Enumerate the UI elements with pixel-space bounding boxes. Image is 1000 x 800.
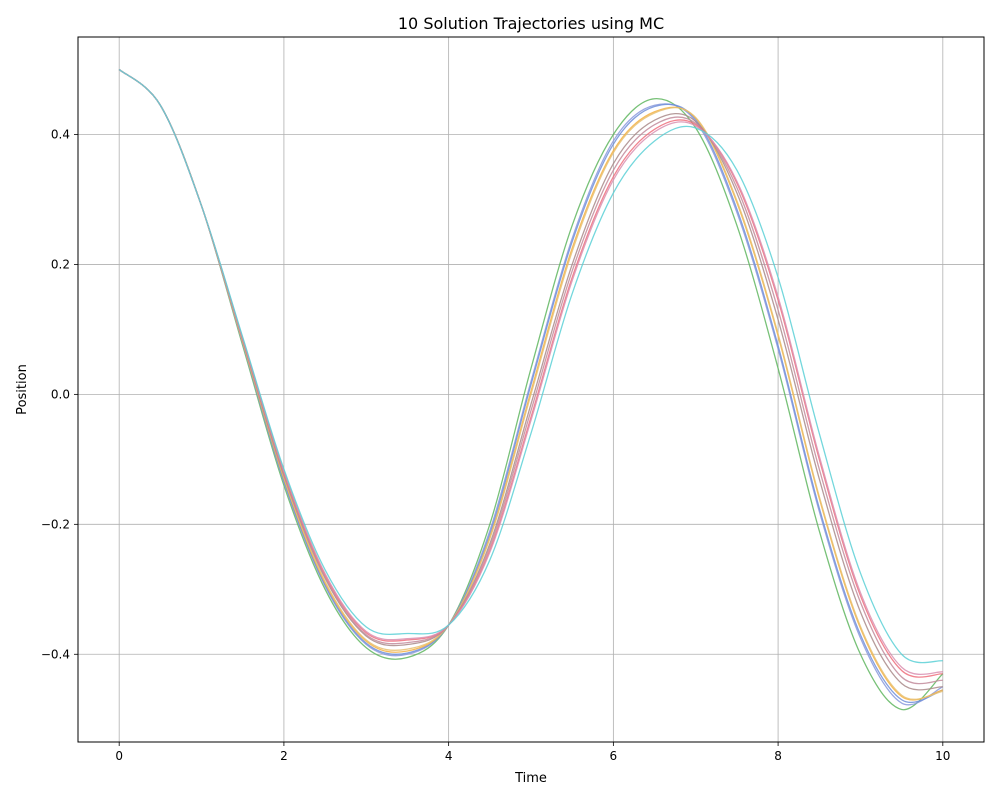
y-tick-label: −0.2 xyxy=(41,517,70,531)
chart-title: 10 Solution Trajectories using MC xyxy=(398,14,664,33)
x-tick-label: 10 xyxy=(935,749,950,763)
y-tick-label: −0.4 xyxy=(41,647,70,661)
x-axis-title: Time xyxy=(514,771,547,786)
axis-ticks: 0 2 4 6 8 10 −0.4 −0.2 0.0 0.2 0.4 xyxy=(41,127,951,763)
x-tick-label: 0 xyxy=(115,749,123,763)
y-axis-title: Position xyxy=(15,364,30,415)
trajectory-line-10 xyxy=(118,68,943,664)
x-tick-label: 8 xyxy=(774,749,782,763)
y-tick-label: 0.4 xyxy=(51,127,70,141)
x-tick-label: 4 xyxy=(445,749,453,763)
x-tick-label: 2 xyxy=(280,749,288,763)
trajectory-lines xyxy=(118,68,944,711)
x-tick-label: 6 xyxy=(610,749,618,763)
y-tick-label: 0.2 xyxy=(51,257,70,271)
y-tick-label: 0.0 xyxy=(51,387,70,401)
plot-area-frame xyxy=(77,36,985,743)
